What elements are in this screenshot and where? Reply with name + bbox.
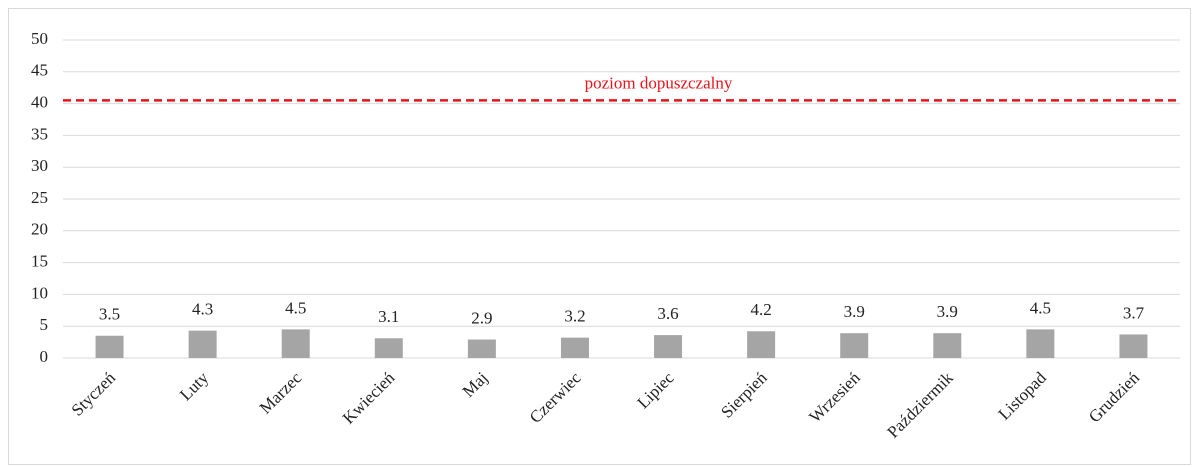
y-tick-label: 45 (31, 61, 48, 80)
y-tick-label: 30 (31, 156, 48, 175)
data-label: 3.1 (378, 307, 399, 326)
y-tick-label: 50 (31, 29, 48, 48)
bar (933, 333, 962, 358)
bar (374, 338, 403, 358)
y-tick-label: 40 (31, 93, 48, 112)
y-tick-label: 25 (31, 188, 48, 207)
chart-border (8, 8, 1191, 465)
bar (281, 329, 310, 358)
bar (1119, 334, 1148, 358)
data-label: 3.5 (99, 305, 120, 324)
data-label: 3.9 (844, 302, 865, 321)
data-label: 3.7 (1123, 303, 1145, 322)
y-tick-label: 10 (31, 283, 48, 302)
reference-label: poziom dopuszczalny (585, 73, 733, 92)
bar (1026, 329, 1055, 358)
data-label: 4.3 (192, 300, 213, 319)
y-tick-label: 5 (40, 315, 49, 334)
data-label: 4.2 (751, 300, 772, 319)
bar (840, 333, 869, 358)
bar (747, 331, 776, 358)
y-tick-label: 15 (31, 252, 48, 271)
bar (654, 335, 683, 358)
y-tick-label: 0 (40, 347, 49, 366)
bar (95, 335, 124, 358)
data-label: 4.5 (1030, 298, 1051, 317)
data-label: 3.9 (937, 302, 958, 321)
data-label: 3.2 (564, 307, 585, 326)
data-label: 2.9 (471, 308, 492, 327)
bar (560, 337, 589, 358)
bar (188, 330, 217, 358)
y-tick-label: 20 (31, 220, 48, 239)
data-label: 3.6 (657, 304, 678, 323)
bar (467, 339, 496, 358)
data-label: 4.5 (285, 298, 306, 317)
y-tick-label: 35 (31, 124, 48, 143)
